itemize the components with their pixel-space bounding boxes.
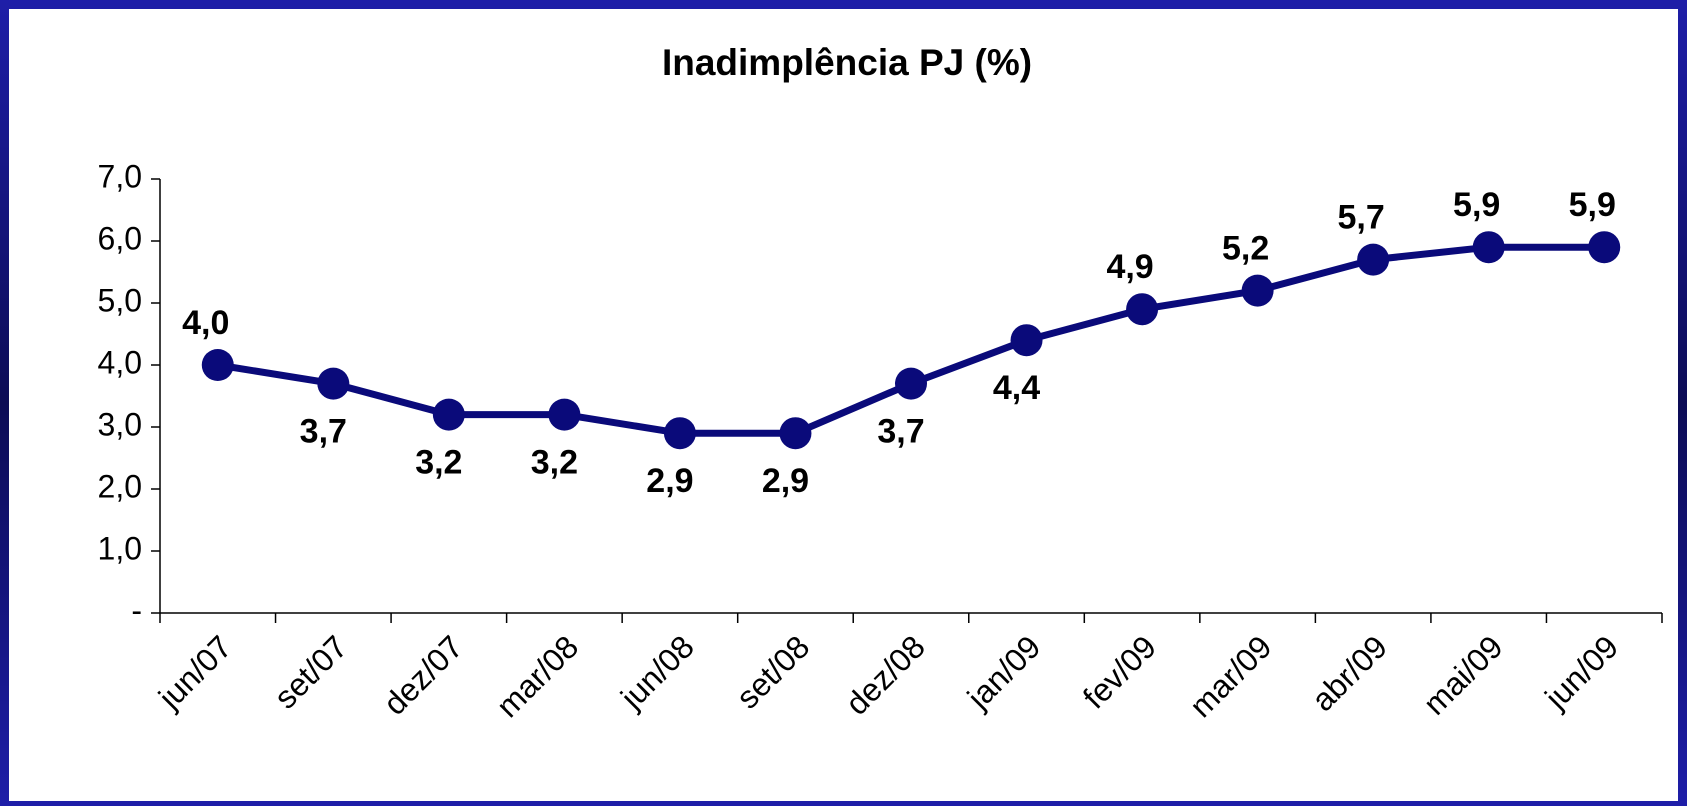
y-tick-label: 4,0 [98, 344, 142, 380]
marker [1241, 274, 1274, 307]
data-label: 3,7 [877, 413, 924, 451]
marker [1472, 231, 1505, 264]
data-label: 5,9 [1569, 186, 1616, 224]
y-tick-label: 1,0 [98, 530, 142, 566]
marker [1126, 293, 1159, 326]
y-tick-label: 7,0 [98, 158, 142, 194]
marker [432, 398, 465, 431]
marker [548, 398, 581, 431]
y-tick-label: 6,0 [98, 220, 142, 256]
panel [9, 9, 1678, 801]
data-label: 3,7 [300, 413, 347, 451]
data-label: 5,7 [1338, 199, 1385, 237]
y-tick-label: - [131, 592, 142, 628]
y-tick-label: 3,0 [98, 406, 142, 442]
marker [1588, 231, 1621, 264]
y-tick-label: 5,0 [98, 282, 142, 318]
data-label: 4,4 [993, 369, 1040, 407]
marker [895, 367, 927, 400]
chart-title: Inadimplência PJ (%) [662, 42, 1032, 83]
data-label: 2,9 [646, 462, 693, 500]
marker [1010, 324, 1043, 357]
data-label: 4,0 [182, 304, 229, 342]
data-label: 4,9 [1106, 248, 1153, 286]
data-label: 3,2 [531, 444, 578, 482]
data-label: 5,9 [1453, 186, 1500, 224]
marker [317, 367, 350, 400]
data-label: 3,2 [415, 444, 462, 482]
marker [779, 417, 812, 450]
data-label: 5,2 [1222, 230, 1269, 268]
y-tick-label: 2,0 [98, 468, 142, 504]
marker [663, 417, 696, 450]
data-label: 2,9 [762, 462, 809, 500]
marker [1357, 243, 1390, 276]
marker [201, 349, 234, 381]
